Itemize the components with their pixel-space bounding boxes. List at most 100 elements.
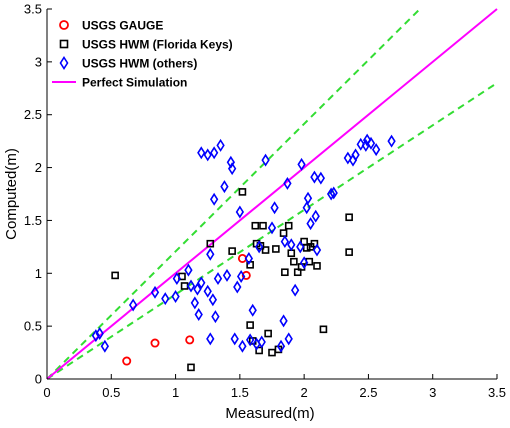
others-hwm-point	[299, 256, 309, 270]
florida-hwm-point	[268, 348, 276, 357]
y-tick-label: 1	[35, 266, 42, 281]
others-hwm-point	[290, 283, 300, 297]
others-hwm-point	[248, 303, 257, 317]
florida-hwm-point	[180, 282, 189, 290]
others-hwm-point	[279, 314, 288, 328]
others-hwm-point	[211, 310, 220, 324]
others-hwm-point	[194, 308, 203, 321]
others-hwm-point	[91, 329, 101, 343]
y-axis-label: Computed(m)	[3, 148, 20, 240]
florida-hwm-point	[111, 271, 119, 280]
others-hwm-point	[206, 332, 215, 346]
florida-hwm-point	[246, 321, 254, 329]
florida-hwm-point	[284, 221, 293, 230]
others-hwm-point	[366, 136, 376, 150]
others-hwm-point	[203, 284, 212, 298]
florida-hwm-point	[259, 221, 267, 230]
x-tick-label: 3.5	[488, 385, 506, 400]
others-hwm-point	[351, 148, 360, 162]
others-hwm-point	[209, 146, 219, 160]
others-hwm-point	[197, 276, 206, 290]
others-hwm-point	[326, 187, 336, 201]
others-hwm-point	[233, 280, 242, 294]
others-hwm-point	[161, 292, 170, 306]
others-hwm-point	[220, 180, 229, 194]
florida-hwm-point	[345, 213, 353, 222]
florida-hwm-point	[261, 246, 270, 254]
florida-hwm-point	[272, 245, 280, 253]
others-hwm-point	[311, 209, 320, 223]
bound-line-1	[47, 9, 421, 379]
others-hwm-point	[362, 133, 372, 147]
gauge-point	[241, 270, 251, 280]
others-hwm-point	[371, 143, 381, 157]
legend-label: USGS HWM (Florida Keys)	[82, 38, 233, 52]
others-hwm-point	[280, 235, 290, 249]
others-hwm-point	[329, 186, 338, 200]
others-hwm-point	[297, 157, 306, 171]
others-hwm-point	[190, 296, 200, 310]
florida-hwm-point	[345, 248, 353, 256]
others-hwm-point	[222, 268, 232, 282]
others-hwm-point	[257, 335, 266, 349]
legend-label: USGS GAUGE	[82, 19, 163, 33]
others-hwm-point	[387, 134, 396, 148]
y-tick-label: 0	[35, 372, 42, 387]
others-hwm-point	[244, 252, 254, 265]
x-tick-label: 2	[301, 385, 308, 400]
x-tick-label: 1.5	[231, 385, 249, 400]
others-hwm-point	[287, 238, 296, 252]
florida-hwm-point	[187, 363, 195, 372]
perfect-line-layer	[46, 8, 498, 380]
x-tick-label: 0.5	[102, 385, 120, 400]
others-hwm-point	[172, 272, 182, 286]
others-hwm-point	[302, 201, 311, 215]
gauge-point	[150, 338, 160, 348]
others-hwm-point	[316, 171, 326, 185]
gauge-point	[122, 356, 132, 366]
others-hwm-point	[284, 332, 293, 346]
others-hwm-point	[197, 146, 206, 160]
y-tick-label: 2	[35, 160, 42, 175]
x-tick-label: 1	[172, 385, 179, 400]
others-hwm-point	[312, 243, 322, 257]
x-tick-label: 3	[429, 385, 436, 400]
others-hwm-point	[227, 162, 237, 176]
others-hwm-point	[356, 137, 365, 151]
others-hwm-point	[235, 205, 245, 219]
y-tick-label: 3	[35, 54, 42, 69]
y-tick-label: 3.5	[24, 2, 42, 17]
legend-label: USGS HWM (others)	[82, 57, 197, 71]
bound-line-2	[47, 82, 497, 379]
florida-hwm-point	[206, 239, 215, 248]
others-hwm-point	[171, 290, 180, 304]
others-hwm-point	[150, 285, 160, 299]
florida-hwm-point	[238, 188, 247, 196]
y-tick-label: 1.5	[24, 213, 42, 228]
others-hwm-point	[206, 247, 215, 261]
florida-hwm-point	[281, 268, 289, 277]
florida-hwm-point	[228, 247, 236, 255]
others-hwm-point	[303, 191, 313, 205]
data-points	[91, 133, 396, 372]
others-hwm-point	[276, 339, 286, 353]
x-tick-label: 2.5	[359, 385, 377, 400]
legend-marker-florida	[59, 39, 69, 49]
others-hwm-point	[100, 339, 110, 353]
others-hwm-point	[95, 327, 104, 341]
bound-lines	[47, 9, 497, 379]
others-hwm-point	[203, 148, 212, 162]
others-hwm-point	[184, 263, 193, 277]
axes	[46, 8, 498, 380]
others-hwm-point	[216, 138, 225, 152]
others-hwm-point	[238, 339, 247, 353]
others-hwm-point	[128, 298, 138, 312]
x-axis-label: Measured(m)	[225, 405, 314, 422]
florida-hwm-point	[251, 221, 260, 230]
tick-labels: 0 0.5 1 1.5 2 2.5 3 3.5 0 0.5 1 1.5 2 2.5 3 3.5	[24, 2, 506, 401]
others-hwm-point	[254, 240, 264, 254]
others-hwm-point	[213, 272, 223, 286]
florida-hwm-point	[290, 257, 298, 266]
others-hwm-point	[226, 155, 236, 169]
